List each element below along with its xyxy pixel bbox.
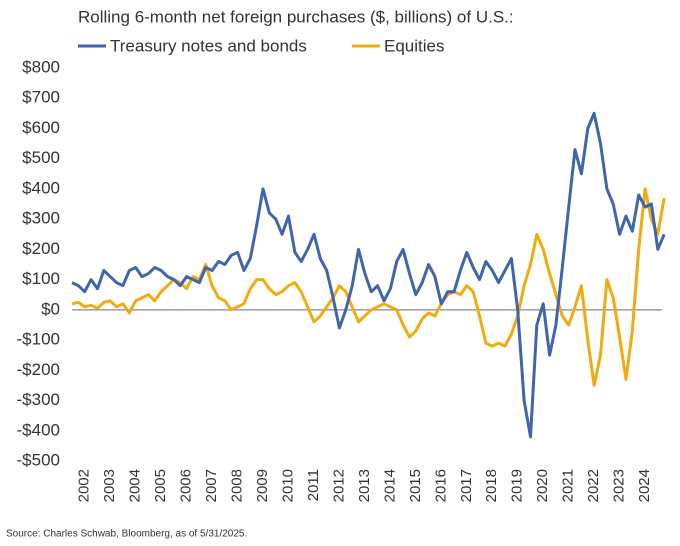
x-tick-label: 2007 — [203, 469, 220, 502]
y-tick-label: $100 — [22, 269, 60, 288]
x-tick-label: 2004 — [127, 469, 144, 502]
x-tick-label: 2002 — [76, 469, 93, 502]
y-tick-label: $200 — [22, 239, 60, 258]
y-tick-label: $500 — [22, 148, 60, 167]
x-tick-label: 2019 — [509, 469, 526, 502]
x-tick-label: 2022 — [585, 469, 602, 502]
y-tick-label: $800 — [22, 57, 60, 76]
legend-label: Treasury notes and bonds — [110, 36, 307, 55]
y-tick-label: -$200 — [17, 360, 60, 379]
source-note: Source: Charles Schwab, Bloomberg, as of… — [6, 529, 247, 540]
x-tick-label: 2014 — [381, 469, 398, 502]
x-tick-label: 2018 — [483, 469, 500, 502]
x-tick-label: 2016 — [432, 469, 449, 502]
y-tick-label: -$300 — [17, 390, 60, 409]
y-tick-label: -$500 — [17, 450, 60, 469]
x-tick-label: 2012 — [330, 469, 347, 502]
y-tick-label: $600 — [22, 118, 60, 137]
x-tick-label: 2020 — [534, 469, 551, 502]
x-tick-label: 2013 — [356, 469, 373, 502]
y-tick-label: $300 — [22, 209, 60, 228]
x-tick-label: 2017 — [458, 469, 475, 502]
x-tick-label: 2005 — [152, 469, 169, 502]
x-tick-label: 2006 — [178, 469, 195, 502]
chart-title: Rolling 6-month net foreign purchases ($… — [78, 7, 514, 26]
y-tick-label: -$100 — [17, 330, 60, 349]
x-tick-label: 2021 — [560, 469, 577, 502]
x-tick-label: 2024 — [636, 469, 653, 502]
x-tick-label: 2015 — [407, 469, 424, 502]
y-tick-label: $700 — [22, 88, 60, 107]
y-tick-label: $0 — [41, 299, 60, 318]
series-line — [71, 187, 666, 387]
y-tick-label: -$400 — [17, 420, 60, 439]
x-tick-label: 2009 — [254, 469, 271, 502]
y-tick-label: $400 — [22, 178, 60, 197]
series-line — [71, 111, 666, 439]
x-tick-label: 2008 — [229, 469, 246, 502]
legend-label: Equities — [384, 36, 444, 55]
x-tick-label: 2010 — [279, 469, 296, 502]
x-tick-label: 2011 — [305, 469, 322, 501]
x-tick-label: 2003 — [101, 469, 118, 502]
x-tick-label: 2023 — [611, 469, 628, 502]
